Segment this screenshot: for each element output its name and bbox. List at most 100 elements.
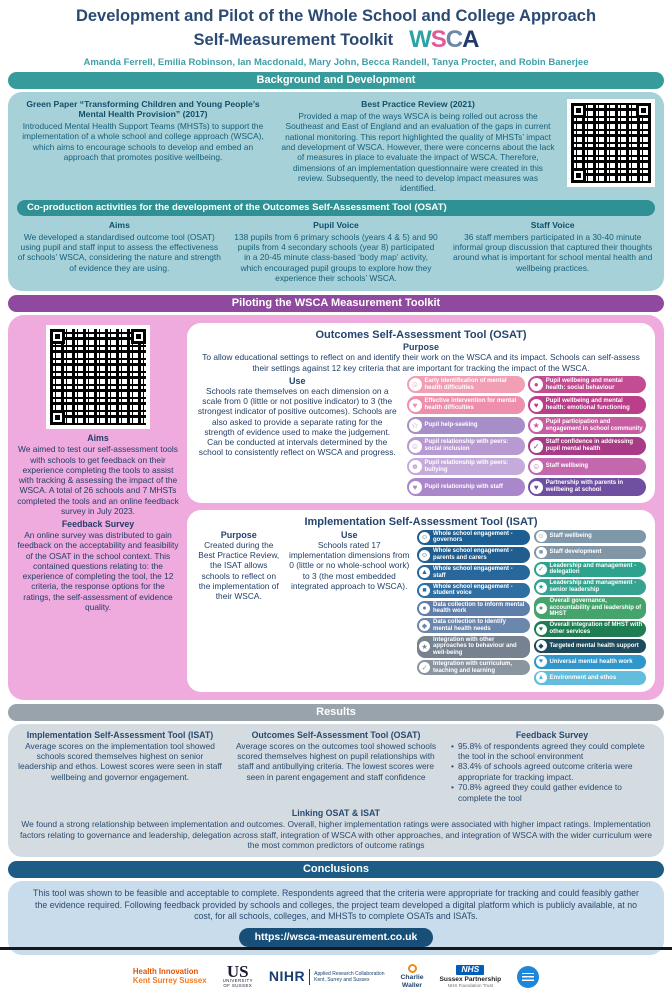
- health-innovation-logo: Health Innovation Kent Surrey Sussex: [132, 967, 207, 985]
- pupil-voice-title: Pupil Voice: [313, 219, 359, 230]
- osat-criterion: ☺ Pupil relationship with peers: social i…: [406, 437, 525, 455]
- aims-body: We developed a standardised outcome tool…: [17, 231, 221, 273]
- osat-criterion: ✓ Staff confidence in addressing pupil me…: [527, 437, 646, 455]
- isat-use-column: Use Schools rated 17 implementation dime…: [289, 530, 411, 685]
- wsca-logo: WSCA: [409, 26, 479, 53]
- bottom-edge-bar: [0, 947, 672, 950]
- osat-purpose-body: To allow educational settings to reflect…: [202, 352, 640, 373]
- partnership-handshake-icon: ♥: [529, 480, 543, 494]
- university-of-sussex-logo: US UNIVERSITY OF SUSSEX: [222, 962, 253, 989]
- isat-card: Implementation Self-Assessment Tool (ISA…: [187, 509, 655, 692]
- nhs-sussex-partnership-logo: NHS Sussex Partnership NHS Foundation Tr…: [439, 963, 502, 989]
- green-paper-title: Green Paper “Transforming Children and Y…: [26, 99, 260, 119]
- coproduction-staff-voice: Staff Voice 36 staff members participate…: [450, 220, 655, 284]
- isat-dimension: ▲ Environment and ethos: [533, 671, 646, 685]
- isat-dimension: ★ Integration with other approaches to be…: [417, 635, 530, 658]
- piloting-panel: Aims We aimed to test our self-assessmen…: [8, 315, 664, 700]
- green-paper-body: Introduced Mental Health Support Teams (…: [22, 121, 264, 162]
- coproduction-aims: Aims We developed a standardised outcome…: [17, 220, 222, 284]
- data-identify-icon: ◆: [419, 620, 430, 632]
- feedback-bullet: 83.4% of schools agreed outcome criteria…: [450, 761, 654, 782]
- curriculum-atom-icon: ✓: [419, 662, 430, 674]
- section-header-background: Background and Development: [8, 72, 664, 89]
- page-title-line1: Development and Pilot of the Whole Schoo…: [75, 7, 597, 25]
- isat-use-body: Schools rated 17 implementation dimensio…: [288, 539, 410, 591]
- isat-purpose-body: Created during the Best Practice Review,…: [198, 539, 280, 602]
- logo-letter-c: C: [445, 26, 463, 53]
- confident-staff-icon: ✓: [529, 439, 543, 453]
- results-feedback-title: Feedback Survey: [515, 729, 589, 740]
- pilot-aims-title: Aims: [87, 433, 109, 444]
- green-paper-column: Green Paper “Transforming Children and Y…: [17, 99, 269, 194]
- handshake-icon: ♥: [408, 480, 422, 494]
- page-title-line2: Self-Measurement Toolkit: [193, 30, 394, 49]
- section-header-piloting: Piloting the WSCA Measurement Toolkit: [8, 295, 664, 313]
- isat-dimension: ✓ Leadership and management - delegation: [533, 561, 646, 577]
- linking-section: Linking OSAT & ISAT We found a strong re…: [18, 808, 654, 850]
- results-isat-title: Implementation Self-Assessment Tool (ISA…: [26, 729, 214, 740]
- isat-dimension: ♥ Overall integration of MHST with other …: [533, 621, 646, 637]
- results-osat-column: Outcomes Self-Assessment Tool (OSAT) Ave…: [234, 730, 438, 804]
- isat-dimensions-grid: ☺ Whole school engagement - governors ☺ Wh…: [417, 529, 646, 685]
- help-seeking-icon: ☆: [408, 419, 422, 433]
- poster: Development and Pilot of the Whole Schoo…: [0, 0, 672, 950]
- logo-letter-a: A: [462, 26, 479, 53]
- osat-criterion: ☻ Pupil relationship with peers: bullying: [406, 457, 525, 476]
- senior-leadership-icon: ★: [535, 581, 547, 593]
- staff-wellbeing-icon: ☺: [535, 531, 547, 543]
- integration-gears-icon: ★: [419, 641, 430, 653]
- qr-code-background: [567, 99, 655, 187]
- data-inform-icon: ●: [419, 602, 430, 614]
- wsca-measurement-link[interactable]: https://wsca-measurement.co.uk: [238, 927, 434, 947]
- isat-dimension: ▲ Whole school engagement - staff: [417, 565, 530, 581]
- osat-criterion: ● Pupil wellbeing and mental health: soci…: [527, 375, 646, 394]
- poster-header: Development and Pilot of the Whole Schoo…: [0, 0, 672, 68]
- logo-letter-s: S: [430, 26, 447, 53]
- isat-dimension: ■ Whole school engagement - student voice: [417, 582, 530, 599]
- footer-logos: Health Innovation Kent Surrey Sussex US …: [0, 960, 672, 994]
- integration-heart-icon: ♥: [535, 623, 547, 635]
- feedback-bullet: 70.8% agreed they could gather evidence …: [450, 782, 654, 803]
- nihr-divider: [309, 968, 311, 985]
- nihr-logo: NIHR Applied Research Collaboration Kent,…: [268, 967, 385, 985]
- osat-criterion: ♥ Pupil wellbeing and mental health: emot…: [527, 396, 646, 414]
- peer-group-icon: ☺: [408, 439, 422, 453]
- staff-development-icon: ■: [535, 547, 547, 559]
- coproduction-pupil-voice: Pupil Voice 138 pupils from 6 primary sc…: [234, 220, 439, 284]
- osat-use-body: Schools rate themselves on each dimensio…: [197, 385, 397, 458]
- osat-use-label: Use: [288, 375, 306, 386]
- pilot-aims-body: We aimed to test our self-assessment too…: [17, 444, 179, 516]
- background-panel: Green Paper “Transforming Children and Y…: [8, 92, 664, 292]
- targeted-support-icon: ◆: [535, 640, 547, 652]
- parents-carers-icon: ☺: [419, 549, 430, 561]
- results-feedback-column: Feedback Survey 95.8% of respondents agr…: [450, 730, 654, 804]
- emotional-heart-icon: ♥: [529, 398, 543, 412]
- governance-head-icon: ●: [535, 602, 547, 614]
- community-group-icon: ★: [529, 419, 543, 433]
- isat-dimension: ■ Staff development: [533, 545, 646, 560]
- isat-dimension: ☺ Staff wellbeing: [533, 529, 646, 544]
- osat-purpose-label: Purpose: [402, 342, 439, 353]
- osat-criterion: ★ Pupil participation and engagement in s…: [527, 416, 646, 435]
- osat-criterion: ☆ Pupil help-seeking: [406, 416, 525, 435]
- blue-roundel-logo: [517, 965, 540, 988]
- student-voice-icon: ■: [419, 584, 430, 596]
- charlie-waller-ring-icon: [407, 964, 417, 974]
- staff-voice-title: Staff Voice: [530, 219, 575, 230]
- coproduction-header: Co-production activities for the develop…: [17, 199, 655, 216]
- osat-criterion: ♥ Effective intervention for mental healt…: [406, 396, 525, 414]
- best-practice-column: Best Practice Review (2021) Provided a m…: [279, 99, 557, 194]
- conclusions-panel: This tool was shown to be feasible and a…: [8, 881, 664, 955]
- osat-title: Outcomes Self-Assessment Tool (OSAT): [315, 329, 527, 342]
- isat-dimension: ◆ Data collection to identify mental heal…: [417, 618, 530, 634]
- isat-purpose-column: Purpose Created during the Best Practice…: [196, 530, 282, 685]
- pilot-feedback-body: An online survey was distributed to gain…: [17, 530, 179, 612]
- governors-icon: ☺: [419, 531, 430, 543]
- environment-ethos-icon: ▲: [535, 672, 547, 684]
- isat-dimension: ✓ Integration with curriculum, teaching a…: [417, 660, 530, 676]
- results-osat-title: Outcomes Self-Assessment Tool (OSAT): [251, 729, 421, 740]
- social-behaviour-icon: ●: [529, 378, 543, 392]
- isat-dimension: ● Data collection to inform mental health…: [417, 600, 530, 616]
- staff-voice-body: 36 staff members participated in a 30-40…: [453, 231, 653, 273]
- caring-hands-heart-icon: ♥: [408, 398, 422, 412]
